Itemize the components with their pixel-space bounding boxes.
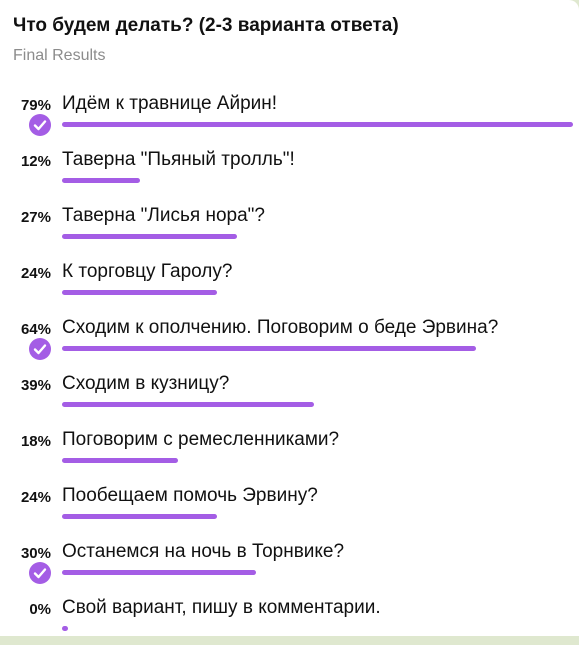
option-percent: 39% (20, 377, 51, 394)
poll-option[interactable]: 79% Идём к травнице Айрин! (0, 85, 579, 141)
poll-option[interactable]: 24% Пообещаем помочь Эрвину? (0, 477, 579, 533)
option-percent: 79% (20, 97, 51, 114)
chosen-check-icon (29, 338, 51, 360)
option-label: Поговорим с ремесленниками? (62, 429, 340, 450)
poll-option[interactable]: 30% Останемся на ночь в Торнвике? (0, 533, 579, 589)
chosen-check-icon (29, 114, 51, 136)
option-result-bar (62, 402, 314, 407)
option-result-bar (62, 290, 217, 295)
option-label: Сходим в кузницу? (62, 373, 230, 394)
option-result-bar (62, 626, 68, 631)
option-percent: 12% (20, 153, 51, 170)
option-result-bar (62, 178, 140, 183)
option-label: Таверна "Лисья нора"? (62, 205, 265, 226)
poll-option[interactable]: 27% Таверна "Лисья нора"? (0, 197, 579, 253)
option-label: Пообещаем помочь Эрвину? (62, 485, 318, 506)
option-label: Свой вариант, пишу в комментарии. (62, 597, 381, 618)
option-result-bar (62, 570, 256, 575)
poll-option[interactable]: 64% Сходим к ополчению. Поговорим о беде… (0, 309, 579, 365)
option-percent: 27% (20, 209, 51, 226)
poll-question: Что будем делать? (2-3 варианта ответа) (13, 15, 399, 36)
option-result-bar (62, 346, 476, 351)
option-percent: 30% (20, 545, 51, 562)
option-percent: 24% (20, 265, 51, 282)
option-result-bar (62, 234, 237, 239)
poll-option[interactable]: 0% Свой вариант, пишу в комментарии. (0, 589, 579, 645)
option-label: Идём к травнице Айрин! (62, 93, 278, 114)
option-label: Сходим к ополчению. Поговорим о беде Эрв… (62, 317, 499, 338)
option-result-bar (62, 122, 573, 127)
poll-option[interactable]: 12% Таверна "Пьяный тролль"! (0, 141, 579, 197)
option-percent: 24% (20, 489, 51, 506)
poll-option[interactable]: 18% Поговорим с ремесленниками? (0, 421, 579, 477)
option-label: Таверна "Пьяный тролль"! (62, 149, 295, 170)
option-percent: 64% (20, 321, 51, 338)
option-result-bar (62, 514, 217, 519)
option-label: К торговцу Гаролу? (62, 261, 233, 282)
poll-status: Final Results (13, 47, 106, 64)
option-percent: 18% (20, 433, 51, 450)
option-label: Останемся на ночь в Торнвике? (62, 541, 345, 562)
chosen-check-icon (29, 562, 51, 584)
poll-option[interactable]: 39% Сходим в кузницу? (0, 365, 579, 421)
option-percent: 0% (29, 601, 51, 618)
poll-option[interactable]: 24% К торговцу Гаролу? (0, 253, 579, 309)
option-result-bar (62, 458, 178, 463)
